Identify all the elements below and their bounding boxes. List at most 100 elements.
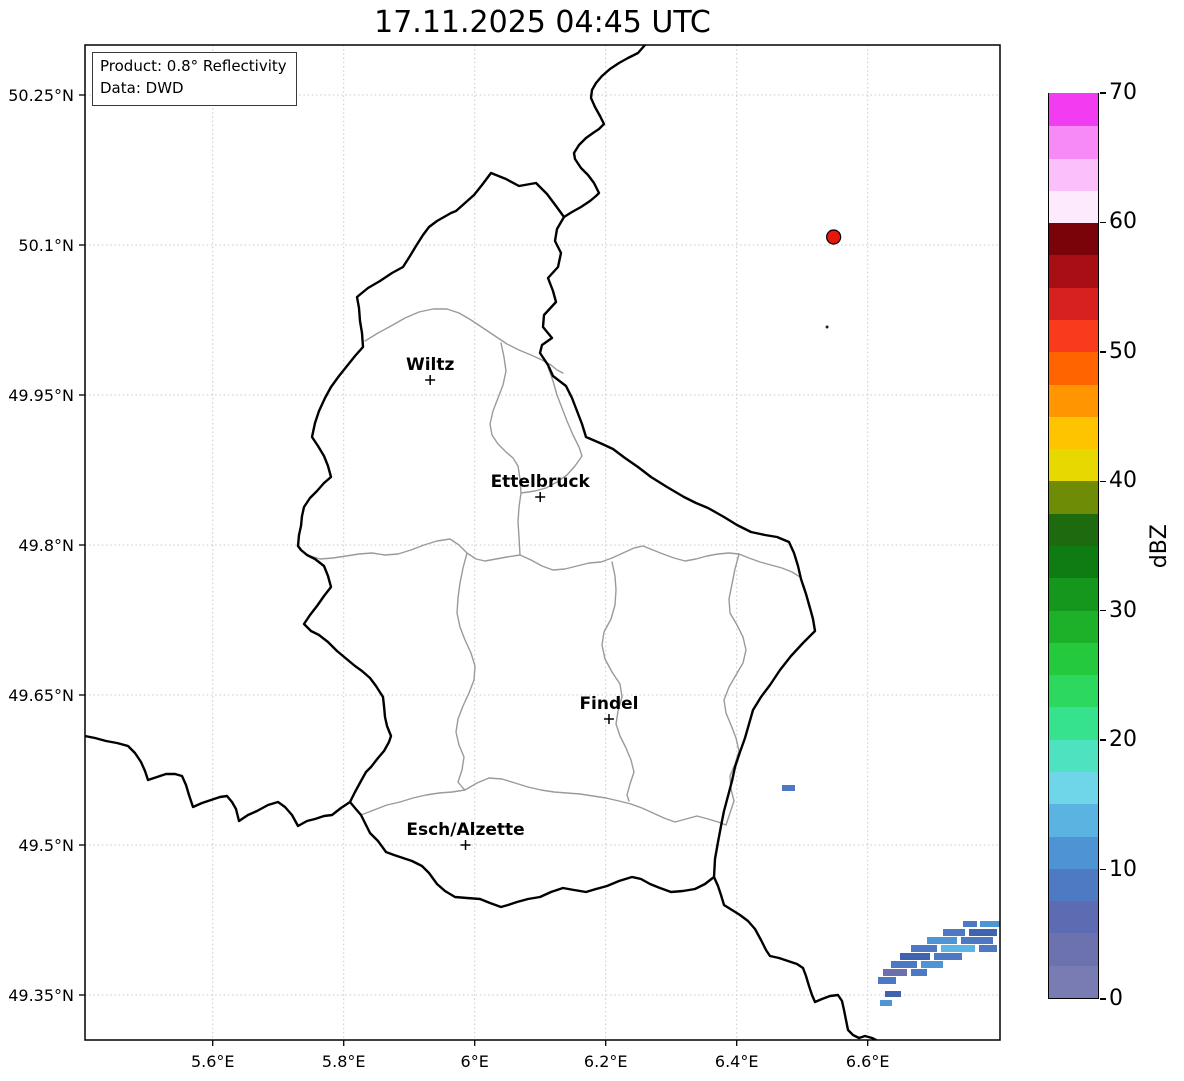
colorbar [1048, 92, 1099, 999]
radar-echo [911, 945, 937, 952]
figure-title: 17.11.2025 04:45 UTC [374, 5, 711, 40]
colorbar-unit-label: dBZ [1146, 524, 1172, 569]
radar-echo [900, 953, 930, 960]
colorbar-segment [1049, 448, 1098, 482]
radar-echo [969, 929, 997, 936]
colorbar-segment [1049, 770, 1098, 805]
district-border [455, 552, 476, 791]
colorbar-tick-label: 60 [1109, 209, 1137, 235]
radar-echo [921, 961, 943, 968]
colorbar-segment [1049, 867, 1098, 902]
colorbar-segment [1049, 286, 1098, 320]
radar-echo [980, 921, 1000, 927]
radar-echo [941, 945, 975, 952]
city-label: Ettelbruck [491, 472, 591, 492]
colorbar-tick-label: 30 [1109, 597, 1137, 623]
radar-echo [961, 937, 993, 944]
radar-echo [934, 953, 962, 960]
y-axis-tick-label: 49.8°N [18, 536, 74, 555]
y-axis-tick-label: 50.25°N [8, 86, 74, 105]
borders-layer [85, 45, 878, 1040]
radar-echo [927, 937, 957, 944]
x-axis-tick-label: 5.8°E [322, 1052, 366, 1071]
district-border [364, 308, 564, 374]
colorbar-tick-label: 70 [1109, 80, 1137, 105]
district-border [520, 366, 583, 494]
small-echo-dot [825, 325, 829, 329]
france-belgium-border [85, 734, 352, 828]
radar-echo [911, 969, 927, 976]
france-germany-border [712, 875, 878, 1040]
district-border [723, 553, 747, 826]
radar-site-marker [826, 229, 842, 245]
colorbar-tick [1100, 998, 1106, 1000]
radar-echo [782, 785, 795, 791]
y-axis-tick-label: 49.5°N [18, 836, 74, 855]
colorbar-tick [1100, 92, 1106, 94]
colorbar-segment [1049, 157, 1098, 191]
radar-echo [891, 961, 917, 968]
colorbar-segment [1049, 415, 1098, 450]
product-info-line1: Product: 0.8° Reflectivity [100, 57, 287, 75]
colorbar-segments [1049, 92, 1098, 998]
colorbar-tick [1100, 351, 1106, 353]
colorbar-segment [1049, 900, 1098, 934]
colorbar-tick [1100, 609, 1106, 612]
x-axis-tick-label: 5.6°E [191, 1052, 235, 1071]
belgium-germany-border [562, 45, 647, 219]
y-axis-tick-label: 49.35°N [8, 986, 74, 1005]
colorbar-segment [1049, 577, 1098, 611]
colorbar-tick [1100, 480, 1106, 483]
product-info-box: Product: 0.8° Reflectivity Data: DWD [92, 52, 297, 106]
x-axis-tick-label: 6.2°E [584, 1052, 628, 1071]
colorbar-segment [1049, 222, 1098, 256]
colorbar-segment [1049, 351, 1098, 385]
colorbar-tick-label: 40 [1109, 468, 1137, 494]
colorbar-segment [1049, 803, 1098, 837]
grid-layer [85, 45, 1000, 1040]
district-border [360, 777, 727, 826]
axes-layer: 5.6°E 5.8°E 6°E 6.2°E 6.4°E 6.6°E 50.25°N 50.1°… [8, 86, 889, 1071]
colorbar-tick-label: 50 [1109, 338, 1137, 364]
city-marker [603, 714, 614, 724]
radar-echo [878, 977, 896, 984]
colorbar-segment [1049, 512, 1098, 546]
city-layer: Wiltz Ettelbruck Findel Esch/Alzette [406, 229, 842, 850]
city-label: Wiltz [406, 355, 455, 375]
radar-echo [963, 921, 977, 927]
colorbar-segment [1049, 835, 1098, 869]
colorbar-tick-label: 20 [1109, 727, 1137, 753]
colorbar-segment [1049, 480, 1098, 514]
colorbar-segment [1049, 383, 1098, 417]
colorbar-segment [1049, 964, 1098, 998]
colorbar-segment [1049, 641, 1098, 676]
radar-echo [943, 929, 965, 936]
colorbar-segment [1049, 609, 1098, 643]
colorbar-segment [1049, 318, 1098, 353]
product-info-line2: Data: DWD [100, 78, 184, 97]
plot-frame [84, 44, 1001, 1041]
colorbar-segment [1049, 706, 1098, 740]
city-marker [425, 375, 436, 385]
x-axis-tick-label: 6°E [461, 1052, 489, 1071]
district-border [601, 561, 635, 802]
colorbar-tick [1100, 739, 1106, 741]
city-marker [460, 840, 471, 850]
y-axis-tick-label: 49.95°N [8, 386, 74, 405]
colorbar-segment [1049, 738, 1098, 772]
colorbar-tick-label: 10 [1109, 856, 1137, 882]
city-marker [535, 492, 546, 502]
colorbar-segment [1049, 125, 1098, 159]
radar-echo [979, 945, 997, 952]
colorbar-segment [1049, 932, 1098, 966]
colorbar-segment [1049, 189, 1098, 224]
x-axis-tick-label: 6.6°E [846, 1052, 890, 1071]
city-label: Findel [579, 694, 638, 714]
colorbar-tick-label: 0 [1109, 986, 1123, 1011]
colorbar-segment [1049, 92, 1098, 127]
y-axis-tick-label: 49.65°N [8, 686, 74, 705]
radar-echo [883, 969, 907, 976]
colorbar-segment [1049, 544, 1098, 579]
